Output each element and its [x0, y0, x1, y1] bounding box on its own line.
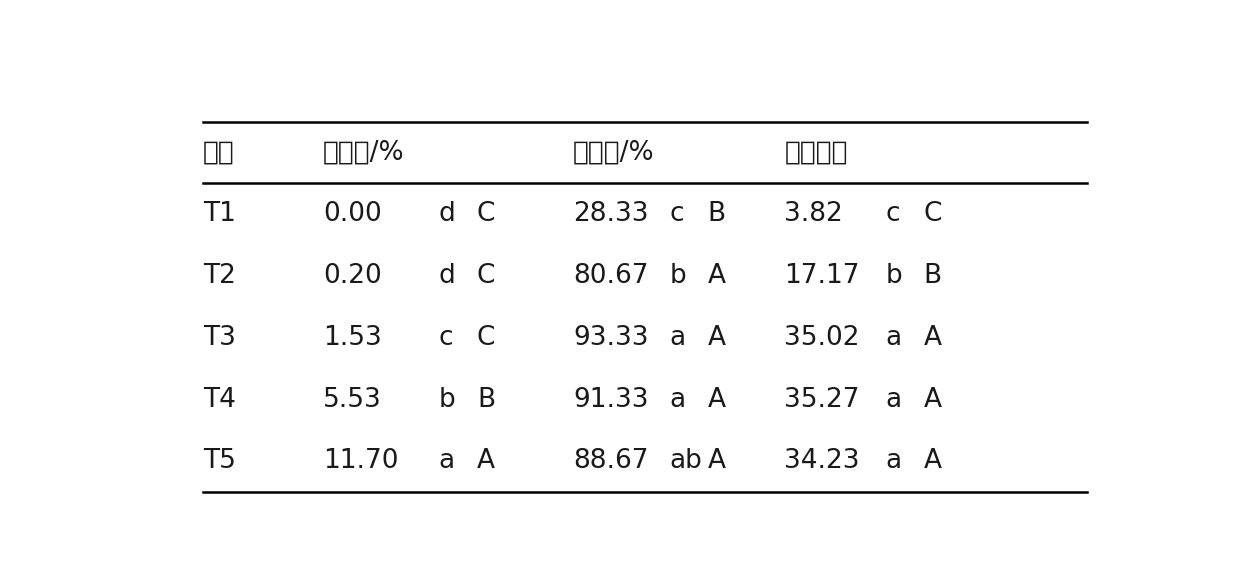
- Text: B: B: [477, 387, 495, 413]
- Text: 11.70: 11.70: [324, 449, 399, 474]
- Text: a: a: [439, 449, 455, 474]
- Text: a: a: [885, 325, 901, 351]
- Text: c: c: [439, 325, 453, 351]
- Text: C: C: [924, 201, 942, 227]
- Text: 破损率/%: 破损率/%: [324, 140, 404, 166]
- Text: 35.02: 35.02: [785, 325, 861, 351]
- Text: A: A: [477, 449, 495, 474]
- Text: 0.00: 0.00: [324, 201, 382, 227]
- Text: 93.33: 93.33: [573, 325, 649, 351]
- Text: C: C: [477, 201, 495, 227]
- Text: 28.33: 28.33: [573, 201, 649, 227]
- Text: c: c: [670, 201, 683, 227]
- Text: d: d: [439, 201, 455, 227]
- Text: c: c: [885, 201, 900, 227]
- Text: T1: T1: [203, 201, 236, 227]
- Text: C: C: [477, 263, 495, 289]
- Text: A: A: [708, 263, 725, 289]
- Text: 91.33: 91.33: [573, 387, 649, 413]
- Text: A: A: [708, 387, 725, 413]
- Text: a: a: [885, 387, 901, 413]
- Text: a: a: [670, 325, 686, 351]
- Text: 88.67: 88.67: [573, 449, 649, 474]
- Text: d: d: [439, 263, 455, 289]
- Text: b: b: [670, 263, 686, 289]
- Text: 0.20: 0.20: [324, 263, 382, 289]
- Text: B: B: [708, 201, 725, 227]
- Text: T3: T3: [203, 325, 236, 351]
- Text: 3.82: 3.82: [785, 201, 843, 227]
- Text: b: b: [439, 387, 455, 413]
- Text: A: A: [708, 449, 725, 474]
- Text: 发芽指数: 发芽指数: [785, 140, 848, 166]
- Text: 5.53: 5.53: [324, 387, 382, 413]
- Text: 17.17: 17.17: [785, 263, 861, 289]
- Text: A: A: [924, 449, 942, 474]
- Text: A: A: [708, 325, 725, 351]
- Text: A: A: [924, 387, 942, 413]
- Text: T2: T2: [203, 263, 236, 289]
- Text: 35.27: 35.27: [785, 387, 861, 413]
- Text: 处理: 处理: [203, 140, 234, 166]
- Text: C: C: [477, 325, 495, 351]
- Text: ab: ab: [670, 449, 702, 474]
- Text: T5: T5: [203, 449, 236, 474]
- Text: 34.23: 34.23: [785, 449, 861, 474]
- Text: a: a: [670, 387, 686, 413]
- Text: A: A: [924, 325, 942, 351]
- Text: T4: T4: [203, 387, 236, 413]
- Text: B: B: [924, 263, 942, 289]
- Text: 1.53: 1.53: [324, 325, 382, 351]
- Text: 80.67: 80.67: [573, 263, 649, 289]
- Text: a: a: [885, 449, 901, 474]
- Text: b: b: [885, 263, 903, 289]
- Text: 发芽率/%: 发芽率/%: [573, 140, 655, 166]
